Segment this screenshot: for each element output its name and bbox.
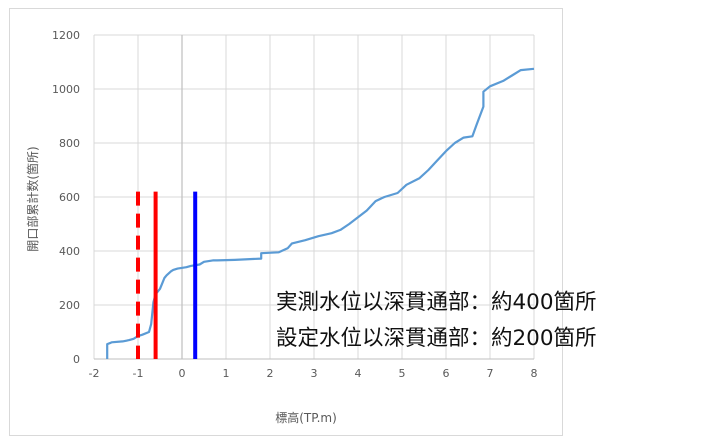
chart-plot: 0 200 400 600 800 1000 1200 -2 -1 0 1 2 3 4 5 6 7 8 標高(TP… xyxy=(25,29,538,425)
series-layer xyxy=(106,67,535,359)
x-tick-label: 7 xyxy=(487,367,494,380)
series-line xyxy=(106,67,535,359)
y-tick-label: 0 xyxy=(73,353,80,366)
marker-layer xyxy=(136,191,198,359)
x-tick-label: 8 xyxy=(531,367,538,380)
x-tick-label: 5 xyxy=(399,367,406,380)
annotation-set-water-level: 設定水位以深貫通部：約200箇所 xyxy=(276,326,597,351)
chart-frame: 0 200 400 600 800 1000 1200 -2 -1 0 1 2 3 4 5 6 7 8 標高(TP… xyxy=(9,8,563,436)
y-axis-label: 開口部累計数(箇所) xyxy=(25,146,40,251)
y-tick-label: 1000 xyxy=(52,83,80,96)
x-tick-label: 3 xyxy=(311,367,318,380)
x-tick-label: 1 xyxy=(223,367,230,380)
y-tick-label: 800 xyxy=(59,137,80,150)
y-tick-label: 1200 xyxy=(52,29,80,42)
tick-label-layer: 0 200 400 600 800 1000 1200 -2 -1 0 1 2 3 4 5 6 7 8 xyxy=(52,29,538,380)
x-tick-label: 6 xyxy=(443,367,450,380)
x-tick-label: 2 xyxy=(267,367,274,380)
x-tick-label: -1 xyxy=(133,367,144,380)
x-tick-label: -2 xyxy=(89,367,100,380)
x-tick-label: 0 xyxy=(179,367,186,380)
x-axis-label: 標高(TP.m) xyxy=(275,410,337,425)
annotation-measured-water-level: 実測水位以深貫通部：約400箇所 xyxy=(276,290,597,315)
x-tick-label: 4 xyxy=(355,367,362,380)
y-tick-label: 200 xyxy=(59,299,80,312)
axis-layer xyxy=(94,35,534,360)
y-tick-label: 400 xyxy=(59,245,80,258)
y-tick-label: 600 xyxy=(59,191,80,204)
grid-layer xyxy=(93,34,535,360)
